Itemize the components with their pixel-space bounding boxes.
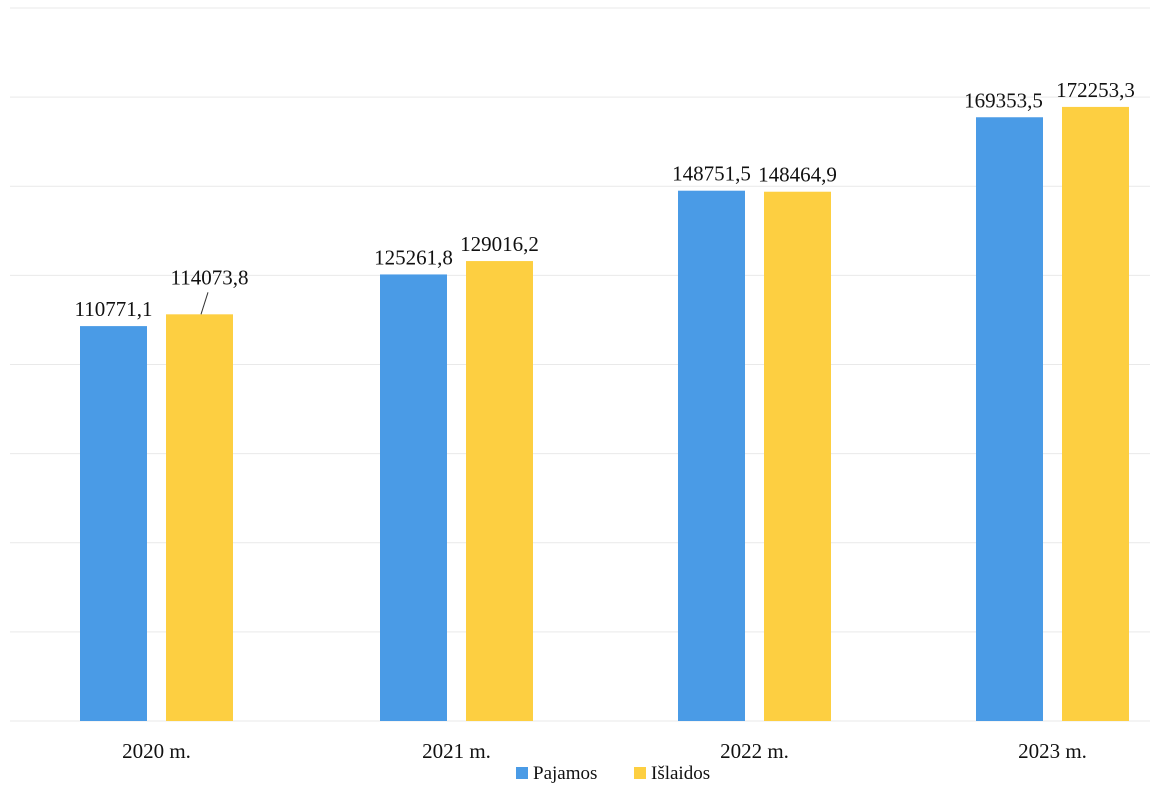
pajamos-legend-label: Pajamos bbox=[533, 763, 597, 784]
category-label-1: 2021 m. bbox=[422, 739, 491, 763]
pajamos-bar-1 bbox=[380, 274, 447, 721]
category-label-0: 2020 m. bbox=[122, 739, 191, 763]
bars bbox=[80, 106, 1129, 722]
pajamos-value-label-0: 110771,1 bbox=[75, 297, 153, 321]
pajamos-value-label-3: 169353,5 bbox=[964, 88, 1043, 112]
islaidos-bar-2 bbox=[764, 191, 831, 721]
category-label-3: 2023 m. bbox=[1018, 739, 1087, 763]
value-labels: 110771,1 114073,8 125261,8 129016,2 148751,5… bbox=[75, 78, 1135, 321]
leader-line bbox=[200, 292, 209, 315]
islaidos-legend-label: Išlaidos bbox=[651, 763, 710, 784]
islaidos-value-label-3: 172253,3 bbox=[1056, 78, 1135, 102]
pajamos-value-label-2: 148751,5 bbox=[672, 162, 751, 186]
islaidos-bar-1 bbox=[466, 261, 533, 721]
legend: Pajamos Išlaidos bbox=[516, 763, 710, 784]
islaidos-bar-0 bbox=[166, 314, 233, 721]
islaidos-bar-3 bbox=[1062, 106, 1129, 721]
islaidos-value-label-1: 129016,2 bbox=[460, 232, 539, 256]
category-labels: 2020 m. 2021 m. 2022 m. 2023 m. bbox=[122, 739, 1087, 763]
islaidos-value-label-0: 114073,8 bbox=[171, 265, 249, 289]
islaidos-legend-swatch bbox=[634, 767, 646, 779]
pajamos-value-label-1: 125261,8 bbox=[374, 245, 453, 269]
pajamos-bar-0 bbox=[80, 326, 147, 721]
pajamos-bar-2 bbox=[678, 190, 745, 721]
islaidos-value-label-2: 148464,9 bbox=[758, 163, 837, 187]
pajamos-bar-3 bbox=[976, 117, 1043, 722]
category-label-2: 2022 m. bbox=[720, 739, 789, 763]
pajamos-legend-swatch bbox=[516, 767, 528, 779]
